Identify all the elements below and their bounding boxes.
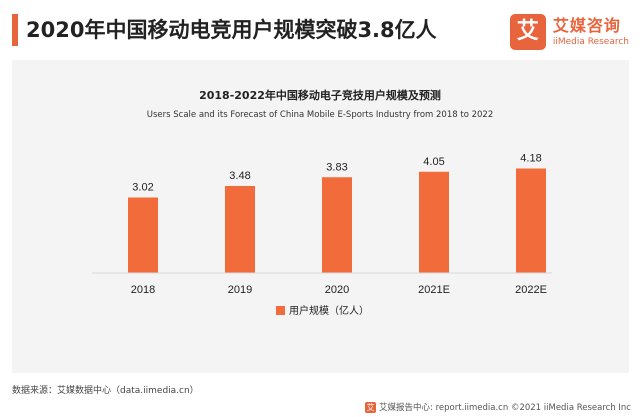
x-tick-2018: 2018: [131, 284, 155, 296]
data-label-2019: 3.48: [229, 170, 250, 182]
chart-title: 2018-2022年中国移动电子竞技用户规模及预测: [199, 88, 441, 102]
page-title: 2020年中国移动电竞用户规模突破3.8亿人: [26, 18, 437, 42]
bar-series: 3.02 3.48 3.83 4.05 4.18: [128, 153, 546, 273]
logo-name-en: iiMedia Research: [552, 37, 629, 47]
chart-legend: 用户规模（亿人）: [276, 304, 369, 317]
chart-subtitle: Users Scale and its Forecast of China Mo…: [147, 110, 493, 120]
data-label-2021E: 4.05: [423, 156, 444, 168]
bar-2022E: [516, 168, 546, 273]
x-tick-2021E: 2021E: [418, 284, 450, 296]
x-tick-2019: 2019: [228, 284, 252, 296]
x-tick-2020: 2020: [325, 284, 349, 296]
data-label-2018: 3.02: [132, 182, 153, 194]
data-label-2020: 3.83: [326, 161, 347, 173]
logo-name-cn: 艾媒咨询: [552, 16, 621, 35]
x-axis-ticks: 2018 2019 2020 2021E 2022E: [131, 284, 547, 296]
logo-icon: 艾: [509, 14, 546, 50]
legend-swatch: [276, 306, 285, 315]
iimedia-logo: 艾 艾媒咨询 iiMedia Research: [509, 12, 629, 52]
legend-label: 用户规模（亿人）: [289, 304, 369, 317]
iimedia-footer-icon: 艾: [365, 401, 377, 413]
footer-credit: 艾 艾媒报告中心: report.iimedia.cn ©2021 iiMedi…: [365, 401, 631, 413]
chart-panel: 2018-2022年中国移动电子竞技用户规模及预测 Users Scale an…: [12, 60, 629, 373]
x-tick-2022E: 2022E: [515, 284, 547, 296]
bar-2021E: [419, 171, 449, 273]
bar-2018: [128, 197, 158, 273]
footer-text: 艾媒报告中心: report.iimedia.cn ©2021 iiMedia …: [379, 403, 631, 413]
data-label-2022E: 4.18: [520, 153, 541, 165]
bar-chart: 2018-2022年中国移动电子竞技用户规模及预测 Users Scale an…: [92, 88, 552, 317]
bar-2019: [225, 186, 255, 273]
logo-text: 艾媒咨询 iiMedia Research: [553, 16, 629, 48]
bar-2020: [322, 177, 352, 273]
title-accent-bar: [12, 14, 18, 46]
data-source-note: 数据来源：艾媒数据中心（data.iimedia.cn）: [12, 386, 199, 396]
